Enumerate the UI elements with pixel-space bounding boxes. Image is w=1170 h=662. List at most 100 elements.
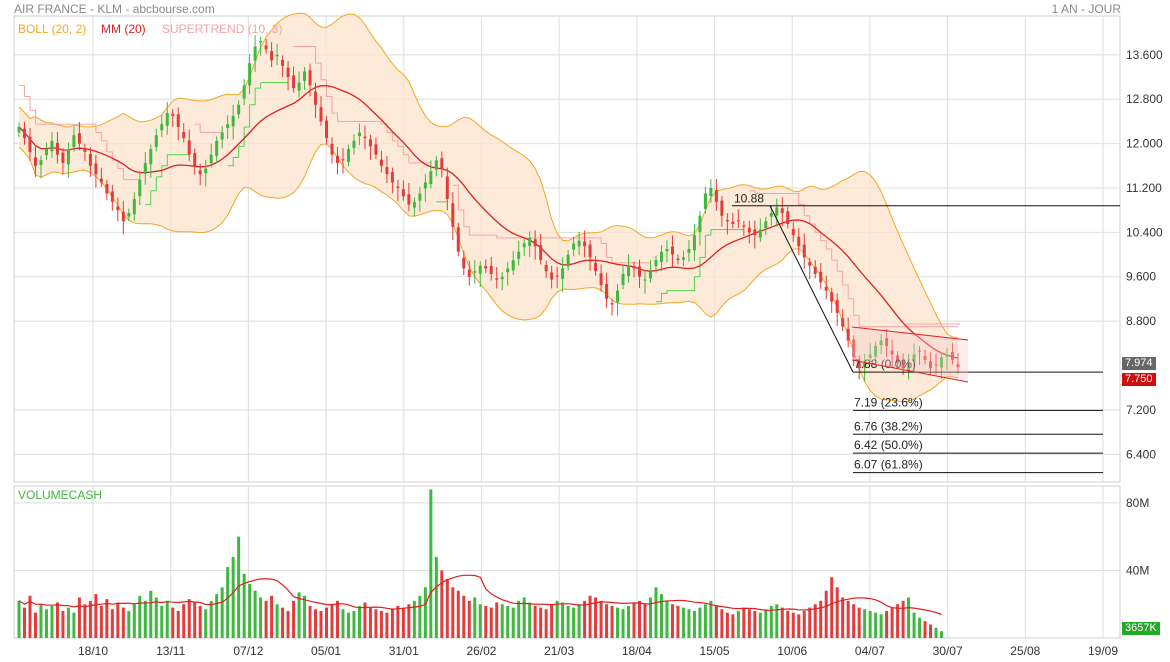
candle-body [665,249,669,252]
period-label[interactable]: 1 AN - JOUR [1051,2,1121,16]
candle-body [835,300,839,313]
candle-body [879,340,883,346]
candle-body [193,153,197,166]
volume-bar [495,602,499,638]
volume-bar [681,607,685,638]
candle-body [522,243,526,248]
volume-bar [50,605,54,638]
candle-body [709,187,713,197]
volume-bar [934,627,938,638]
volume-bar [209,600,213,638]
volume-bar [484,605,488,638]
candle-body [907,362,911,371]
volume-bar [77,597,81,638]
volume-bar [500,604,504,638]
price-tick-label: 9.600 [1126,270,1156,284]
volume-bar [868,610,872,638]
volume-bar [929,624,933,638]
volume-bar [434,556,438,638]
candle-body [923,356,927,360]
price-tick-label: 12.000 [1126,137,1163,151]
candle-body [154,135,158,148]
candle-body [297,82,301,91]
candle-body [539,244,543,261]
candle-body [138,179,142,197]
candle-body [500,276,504,280]
legend-supertrend: SUPERTREND (10, 3) [162,22,283,36]
price-tick-label: 7.200 [1126,403,1156,417]
supertrend-segment [491,234,498,238]
volume-bar [769,605,773,638]
candle-body [703,193,707,210]
x-tick-label: 15/05 [700,644,730,658]
candle-body [945,354,949,357]
candle-body [121,211,125,222]
supertrend-segment [705,229,712,236]
candle-body [363,136,367,139]
supertrend-segment [326,95,333,114]
candle-body [517,251,521,259]
volume-bar [429,489,433,638]
supertrend-segment [837,270,844,286]
volume-bar [215,594,219,638]
candle-body [286,67,290,78]
channel-upper [851,326,969,341]
volume-bar [940,631,944,638]
candle-body [659,251,663,263]
candle-body [346,149,350,162]
candle-body [495,278,499,280]
volume-bar [187,599,191,638]
volume-bar [857,607,861,638]
volume-bar [813,604,817,638]
candle-body [489,265,493,274]
volume-bar [121,607,125,638]
candle-body [390,172,394,183]
volume-bar [874,612,878,638]
candle-body [429,171,433,185]
volume-bar [907,597,911,638]
fib-trend-line [769,205,854,373]
candle-body [66,149,70,165]
supertrend-segment [661,290,668,294]
volume-bar [885,610,889,638]
chart-title: AIR FRANCE - KLM - abcbourse.com [14,2,215,16]
candle-body [764,221,768,229]
candle-body [116,206,120,211]
volume-bar [412,600,416,638]
supertrend-segment [688,276,695,292]
volume-bar [220,587,224,638]
candlesticks [17,35,960,381]
supertrend-segment [655,293,662,303]
x-tick-label: 18/10 [78,644,108,658]
candle-body [588,244,592,258]
moving-average [18,84,959,359]
candle-body [610,303,614,305]
candle-body [753,229,757,236]
candle-body [72,135,76,148]
candle-body [940,357,944,368]
volume-bar [445,578,449,638]
volume-bar [193,602,197,638]
candle-body [83,148,87,152]
supertrend-segment [694,257,701,278]
low-price-tag: 7.750 [1122,373,1156,386]
volume-bar [264,600,268,638]
candle-body [204,168,208,174]
candle-body [868,354,872,359]
candle-body [929,361,933,369]
volume-bar [896,604,900,638]
channel-lower [851,359,969,383]
candle-body [171,113,175,116]
candle-body [99,178,103,183]
fib-level-label: 6.76 (38.2%) [854,419,923,433]
volume-bar [198,605,202,638]
volume-bar [588,595,592,638]
volume-bar [407,604,411,638]
volume-bar [605,604,609,638]
candle-body [621,273,625,285]
volume-bar [401,607,405,638]
candle-body [824,286,828,291]
supertrend-segment [381,123,388,133]
candle-body [648,271,652,279]
price-tick-label: 8.800 [1126,314,1156,328]
